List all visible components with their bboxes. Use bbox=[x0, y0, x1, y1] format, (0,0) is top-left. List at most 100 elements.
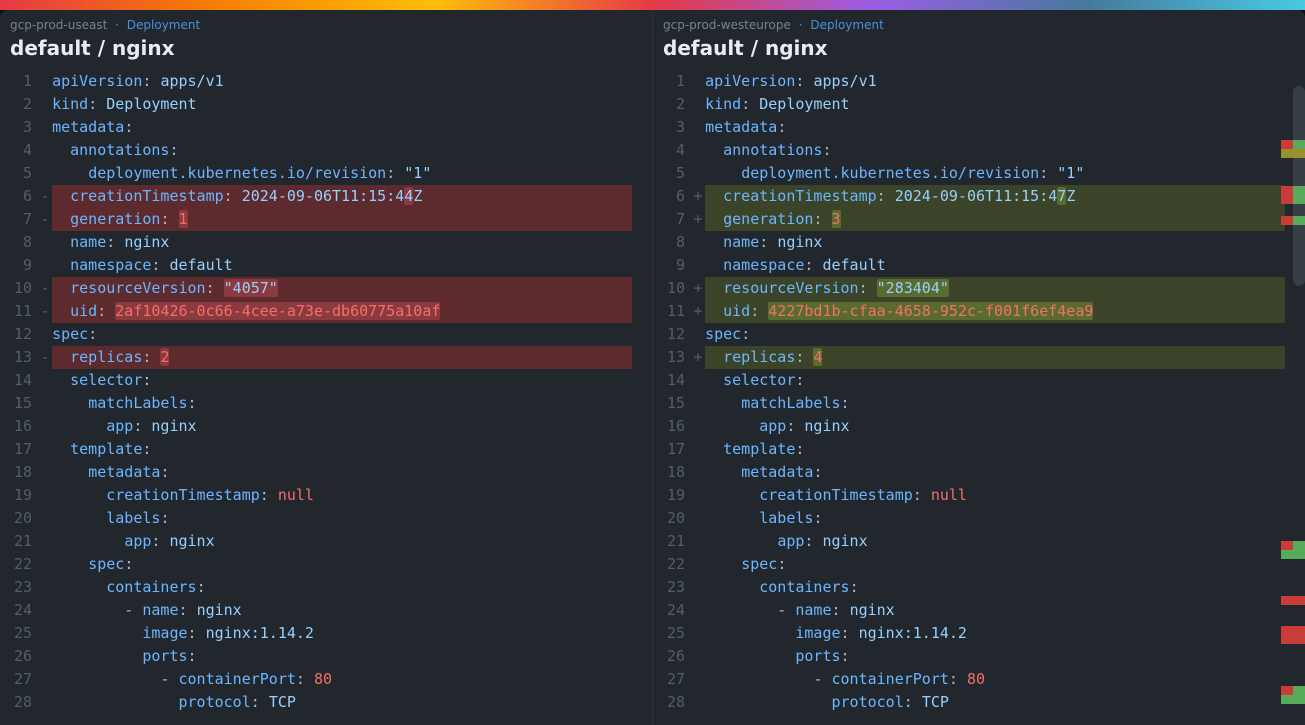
code-line[interactable]: metadata: bbox=[52, 116, 632, 139]
code-content[interactable]: apiVersion: apps/v1kind: Deploymentmetad… bbox=[705, 70, 1305, 725]
diff-mark bbox=[691, 461, 705, 484]
code-line[interactable]: metadata: bbox=[52, 461, 632, 484]
diff-mark: + bbox=[691, 185, 705, 208]
line-numbers: 1234567891011121314151617181920212223242… bbox=[653, 70, 691, 725]
code-line[interactable]: spec: bbox=[52, 323, 632, 346]
diff-mark bbox=[38, 139, 52, 162]
code-line[interactable]: kind: Deployment bbox=[52, 93, 632, 116]
line-number: 3 bbox=[667, 116, 685, 139]
cluster-name[interactable]: gcp-prod-useast bbox=[10, 18, 107, 32]
code-line[interactable]: creationTimestamp: null bbox=[705, 484, 1285, 507]
code-line[interactable]: creationTimestamp: 2024-09-06T11:15:47Z bbox=[705, 185, 1285, 208]
code-line[interactable]: image: nginx:1.14.2 bbox=[705, 622, 1285, 645]
line-number: 27 bbox=[667, 668, 685, 691]
code-line[interactable]: apiVersion: apps/v1 bbox=[705, 70, 1285, 93]
line-number: 22 bbox=[14, 553, 32, 576]
code-line[interactable]: replicas: 2 bbox=[52, 346, 632, 369]
code-line[interactable]: ports: bbox=[52, 645, 632, 668]
line-number: 16 bbox=[14, 415, 32, 438]
diff-mark: - bbox=[38, 277, 52, 300]
code-line[interactable]: resourceVersion: "4057" bbox=[52, 277, 632, 300]
left-header: gcp-prod-useast · Deployment default / n… bbox=[0, 10, 652, 70]
line-number: 14 bbox=[667, 369, 685, 392]
code-line[interactable]: name: nginx bbox=[52, 231, 632, 254]
code-line[interactable]: spec: bbox=[52, 553, 632, 576]
code-line[interactable]: - name: nginx bbox=[52, 599, 632, 622]
code-line[interactable]: metadata: bbox=[705, 116, 1285, 139]
line-number: 12 bbox=[14, 323, 32, 346]
code-line[interactable]: app: nginx bbox=[52, 530, 632, 553]
code-line[interactable]: containers: bbox=[52, 576, 632, 599]
line-number: 23 bbox=[14, 576, 32, 599]
code-line[interactable]: template: bbox=[52, 438, 632, 461]
code-line[interactable]: annotations: bbox=[52, 139, 632, 162]
code-line[interactable]: image: nginx:1.14.2 bbox=[52, 622, 632, 645]
diff-mark bbox=[38, 369, 52, 392]
code-line[interactable]: resourceVersion: "283404" bbox=[705, 277, 1285, 300]
right-header: gcp-prod-westeurope · Deployment default… bbox=[653, 10, 1305, 70]
code-line[interactable]: generation: 1 bbox=[52, 208, 632, 231]
code-line[interactable]: template: bbox=[705, 438, 1285, 461]
cluster-name[interactable]: gcp-prod-westeurope bbox=[663, 18, 791, 32]
diff-mark bbox=[38, 461, 52, 484]
line-number: 11 bbox=[667, 300, 685, 323]
code-line[interactable]: - name: nginx bbox=[705, 599, 1285, 622]
right-pane: gcp-prod-westeurope · Deployment default… bbox=[652, 10, 1305, 725]
line-numbers: 1234567891011121314151617181920212223242… bbox=[0, 70, 38, 725]
code-line[interactable]: labels: bbox=[705, 507, 1285, 530]
scrollbar-thumb[interactable] bbox=[1293, 86, 1305, 286]
code-line[interactable]: - containerPort: 80 bbox=[52, 668, 632, 691]
code-line[interactable]: deployment.kubernetes.io/revision: "1" bbox=[52, 162, 632, 185]
code-line[interactable]: metadata: bbox=[705, 461, 1285, 484]
code-line[interactable]: spec: bbox=[705, 323, 1285, 346]
code-line[interactable]: namespace: default bbox=[705, 254, 1285, 277]
diff-mark bbox=[38, 691, 52, 714]
code-line[interactable]: namespace: default bbox=[52, 254, 632, 277]
code-line[interactable]: name: nginx bbox=[705, 231, 1285, 254]
code-line[interactable]: - containerPort: 80 bbox=[705, 668, 1285, 691]
code-line[interactable]: protocol: TCP bbox=[705, 691, 1285, 714]
diff-mark bbox=[691, 668, 705, 691]
diff-mark bbox=[691, 645, 705, 668]
code-line[interactable]: matchLabels: bbox=[52, 392, 632, 415]
diff-mark bbox=[38, 323, 52, 346]
code-line[interactable]: containers: bbox=[705, 576, 1285, 599]
diff-mark: - bbox=[38, 185, 52, 208]
line-number: 18 bbox=[14, 461, 32, 484]
left-code[interactable]: 1234567891011121314151617181920212223242… bbox=[0, 70, 652, 725]
line-number: 18 bbox=[667, 461, 685, 484]
code-line[interactable]: labels: bbox=[52, 507, 632, 530]
diff-mark bbox=[691, 231, 705, 254]
code-line[interactable]: selector: bbox=[705, 369, 1285, 392]
diff-mark bbox=[691, 323, 705, 346]
code-line[interactable]: apiVersion: apps/v1 bbox=[52, 70, 632, 93]
resource-kind[interactable]: Deployment bbox=[810, 18, 883, 32]
code-line[interactable]: ports: bbox=[705, 645, 1285, 668]
code-line[interactable]: selector: bbox=[52, 369, 632, 392]
code-line[interactable]: annotations: bbox=[705, 139, 1285, 162]
code-line[interactable]: app: nginx bbox=[705, 530, 1285, 553]
diff-mark bbox=[691, 139, 705, 162]
code-line[interactable]: generation: 3 bbox=[705, 208, 1285, 231]
code-line[interactable]: uid: 2af10426-0c66-4cee-a73e-db60775a10a… bbox=[52, 300, 632, 323]
page-title: default / nginx bbox=[10, 36, 642, 60]
code-line[interactable]: app: nginx bbox=[52, 415, 632, 438]
diff-mark bbox=[691, 369, 705, 392]
code-line[interactable]: app: nginx bbox=[705, 415, 1285, 438]
line-number: 27 bbox=[14, 668, 32, 691]
code-line[interactable]: protocol: TCP bbox=[52, 691, 632, 714]
code-line[interactable]: kind: Deployment bbox=[705, 93, 1285, 116]
line-number: 24 bbox=[14, 599, 32, 622]
code-line[interactable]: matchLabels: bbox=[705, 392, 1285, 415]
resource-kind[interactable]: Deployment bbox=[127, 18, 200, 32]
code-line[interactable]: spec: bbox=[705, 553, 1285, 576]
code-content[interactable]: apiVersion: apps/v1kind: Deploymentmetad… bbox=[52, 70, 652, 725]
code-line[interactable]: creationTimestamp: 2024-09-06T11:15:44Z bbox=[52, 185, 632, 208]
diff-mark bbox=[38, 484, 52, 507]
code-line[interactable]: creationTimestamp: null bbox=[52, 484, 632, 507]
diff-mark bbox=[691, 70, 705, 93]
code-line[interactable]: replicas: 4 bbox=[705, 346, 1285, 369]
code-line[interactable]: deployment.kubernetes.io/revision: "1" bbox=[705, 162, 1285, 185]
right-code[interactable]: 1234567891011121314151617181920212223242… bbox=[653, 70, 1305, 725]
code-line[interactable]: uid: 4227bd1b-cfaa-4658-952c-f001f6ef4ea… bbox=[705, 300, 1285, 323]
